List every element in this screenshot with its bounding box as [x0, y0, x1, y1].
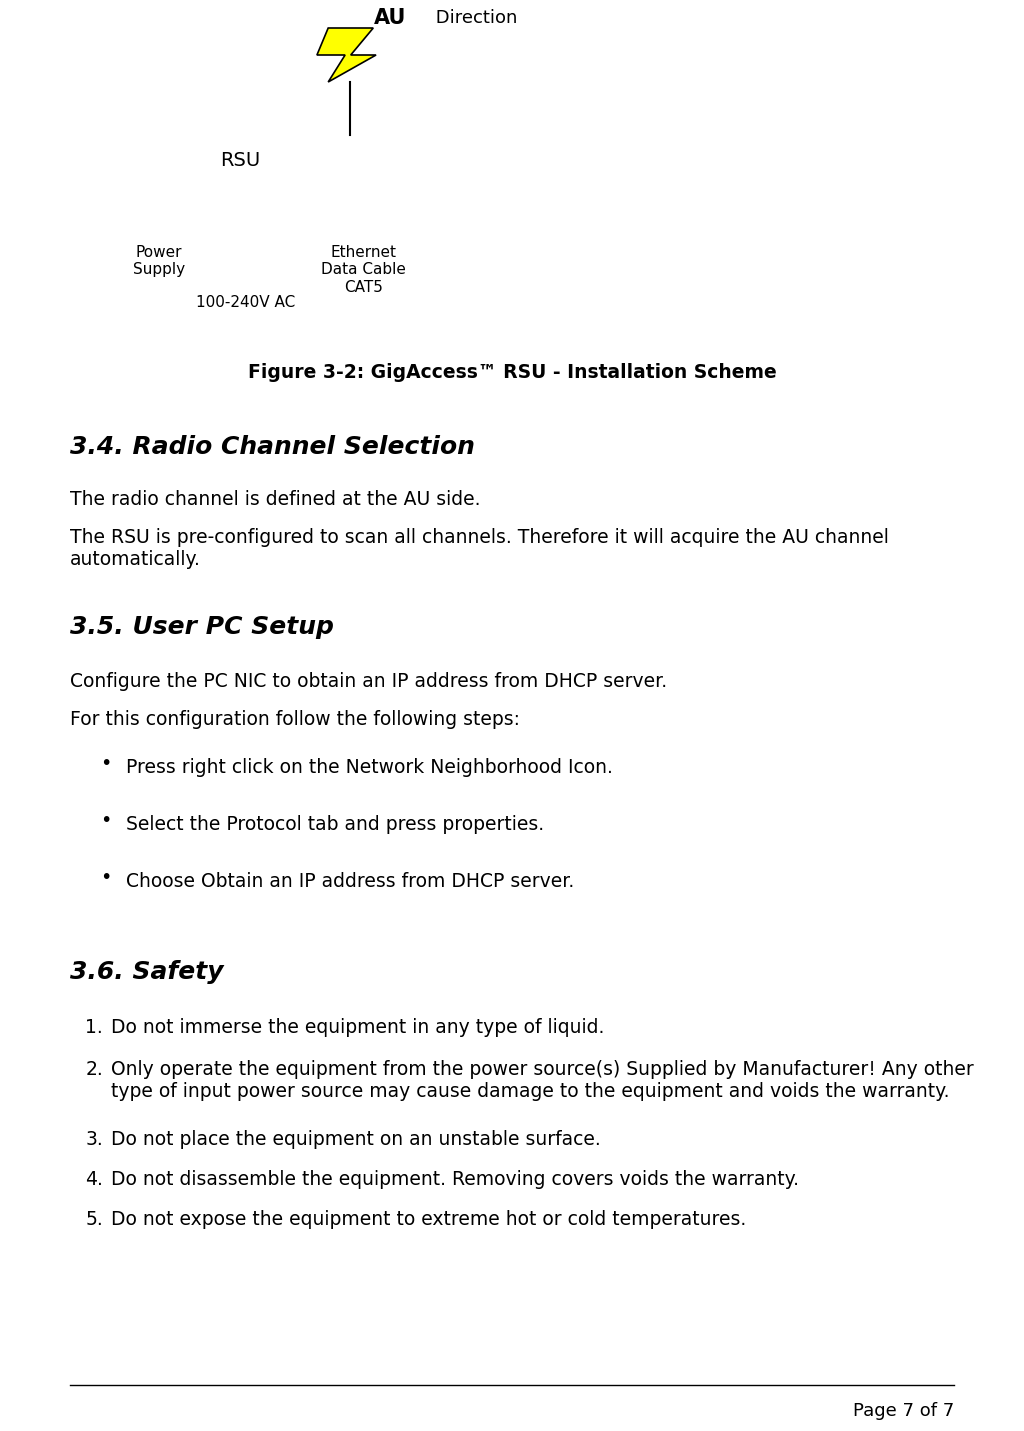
Text: Select the Protocol tab and press properties.: Select the Protocol tab and press proper… [126, 816, 545, 834]
Text: Do not place the equipment on an unstable surface.: Do not place the equipment on an unstabl… [111, 1130, 601, 1149]
Text: •: • [100, 754, 112, 773]
Text: 3.5. User PC Setup: 3.5. User PC Setup [70, 615, 334, 640]
Text: 4.: 4. [85, 1171, 103, 1189]
Text: Ethernet
Data Cable
CAT5: Ethernet Data Cable CAT5 [322, 245, 406, 295]
Text: Do not disassemble the equipment. Removing covers voids the warranty.: Do not disassemble the equipment. Removi… [111, 1171, 799, 1189]
Text: Press right click on the Network Neighborhood Icon.: Press right click on the Network Neighbo… [126, 758, 613, 777]
Text: The RSU is pre-configured to scan all channels. Therefore it will acquire the AU: The RSU is pre-configured to scan all ch… [70, 528, 889, 570]
Text: Only operate the equipment from the power source(s) Supplied by Manufacturer! An: Only operate the equipment from the powe… [111, 1060, 974, 1100]
Text: Do not expose the equipment to extreme hot or cold temperatures.: Do not expose the equipment to extreme h… [111, 1211, 746, 1229]
Text: •: • [100, 867, 112, 887]
Polygon shape [317, 29, 376, 82]
Text: 5.: 5. [85, 1211, 103, 1229]
Text: •: • [100, 811, 112, 830]
Text: 100-240V AC: 100-240V AC [197, 295, 295, 311]
Text: Direction: Direction [430, 9, 517, 27]
Text: The radio channel is defined at the AU side.: The radio channel is defined at the AU s… [70, 489, 480, 509]
Text: Power
Supply: Power Supply [133, 245, 184, 278]
Text: Configure the PC NIC to obtain an IP address from DHCP server.: Configure the PC NIC to obtain an IP add… [70, 673, 667, 691]
Text: RSU: RSU [220, 150, 260, 169]
Text: 2.: 2. [85, 1060, 103, 1079]
Text: Figure 3-2: GigAccess™ RSU - Installation Scheme: Figure 3-2: GigAccess™ RSU - Installatio… [248, 362, 776, 382]
Text: 1.: 1. [85, 1017, 103, 1037]
Text: Page 7 of 7: Page 7 of 7 [853, 1402, 954, 1420]
Text: For this configuration follow the following steps:: For this configuration follow the follow… [70, 710, 520, 728]
Text: Choose Obtain an IP address from DHCP server.: Choose Obtain an IP address from DHCP se… [126, 871, 574, 892]
Text: 3.: 3. [85, 1130, 103, 1149]
Text: 3.6. Safety: 3.6. Safety [70, 960, 223, 985]
Text: 3.4. Radio Channel Selection: 3.4. Radio Channel Selection [70, 435, 475, 459]
Text: Do not immerse the equipment in any type of liquid.: Do not immerse the equipment in any type… [111, 1017, 604, 1037]
Text: AU: AU [374, 9, 407, 29]
